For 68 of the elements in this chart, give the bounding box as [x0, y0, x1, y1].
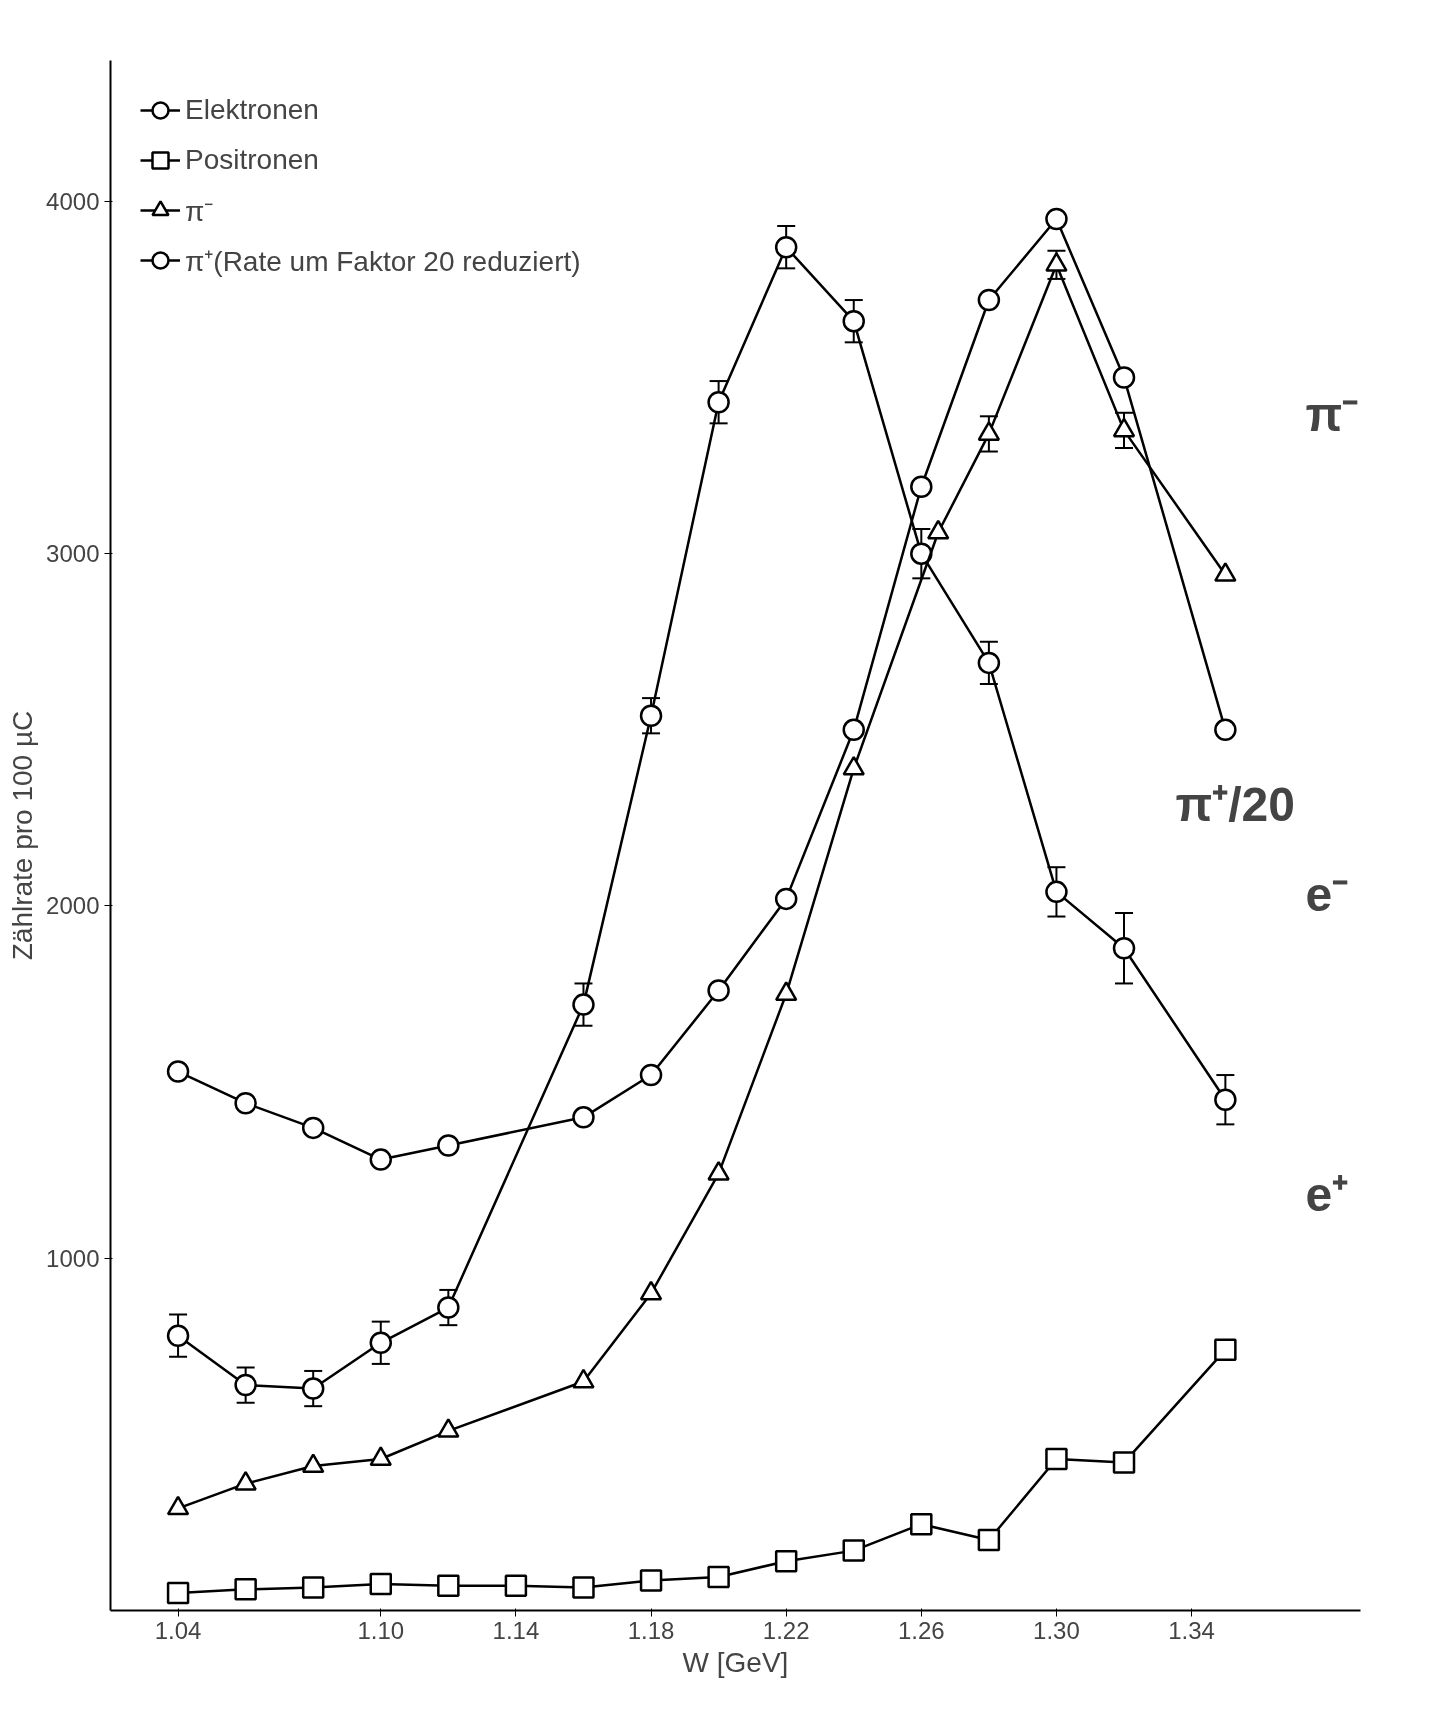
point	[572, 1576, 595, 1599]
annotation: π⁻	[1305, 387, 1359, 441]
x-tick-label: 1.30	[1033, 1616, 1080, 1644]
point	[1214, 1088, 1237, 1111]
point	[369, 1148, 393, 1171]
point	[707, 1565, 730, 1589]
point	[842, 718, 865, 742]
legend-label: Elektronen	[185, 94, 319, 126]
point	[572, 993, 595, 1016]
point	[842, 1539, 865, 1562]
point	[166, 1060, 190, 1083]
point	[707, 390, 730, 414]
point	[234, 1578, 257, 1601]
point	[301, 1116, 325, 1140]
point	[437, 1296, 460, 1319]
x-tick-label: 1.34	[1168, 1616, 1215, 1644]
annotation: e⁺	[1305, 1167, 1349, 1221]
y-axis-title: Zählrate pro 100 µC	[7, 710, 39, 961]
point	[842, 309, 865, 333]
point	[437, 1134, 460, 1157]
legend-label: Positronen	[185, 144, 319, 176]
x-tick-label: 1.22	[762, 1616, 810, 1644]
point	[437, 1574, 460, 1598]
annotation: π⁺/20	[1175, 777, 1295, 831]
point	[1214, 718, 1237, 742]
point	[639, 704, 663, 727]
y-tick-label: 2000	[46, 892, 100, 920]
x-tick-label: 1.26	[897, 1616, 945, 1644]
legend-label: π⁻	[185, 195, 214, 229]
point	[234, 1092, 257, 1115]
y-tick-label: 3000	[46, 540, 100, 568]
point	[369, 1331, 393, 1354]
point	[1045, 880, 1068, 904]
annotation: e⁻	[1305, 867, 1349, 921]
point	[1045, 207, 1068, 231]
point	[774, 1549, 798, 1573]
x-tick-label: 1.18	[627, 1616, 675, 1644]
x-axis-title: W [GeV]	[682, 1646, 789, 1678]
point	[369, 1572, 393, 1596]
y-tick-label: 1000	[46, 1244, 100, 1272]
point	[166, 1581, 190, 1605]
point	[977, 288, 1001, 312]
point	[301, 1377, 325, 1400]
point	[707, 979, 730, 1002]
point	[977, 1528, 1001, 1552]
point	[301, 1576, 325, 1599]
point	[774, 235, 798, 259]
x-tick-label: 1.14	[492, 1616, 540, 1644]
point	[234, 1373, 257, 1397]
point	[977, 651, 1001, 675]
point	[166, 1324, 190, 1347]
point	[1112, 937, 1136, 960]
x-tick-label: 1.04	[154, 1616, 202, 1644]
point	[639, 1063, 663, 1087]
point	[504, 1574, 528, 1598]
y-tick-label: 4000	[46, 187, 100, 215]
legend-label: π⁺(Rate um Faktor 20 reduziert)	[185, 245, 581, 279]
point	[1112, 366, 1136, 389]
point	[910, 1512, 933, 1536]
point	[572, 1106, 595, 1129]
point	[1045, 1447, 1068, 1471]
point	[1112, 1451, 1136, 1474]
x-tick-label: 1.10	[357, 1616, 405, 1644]
point	[910, 542, 933, 565]
point	[774, 887, 798, 911]
point	[639, 1569, 663, 1592]
point	[910, 475, 933, 498]
point	[1214, 1338, 1237, 1362]
